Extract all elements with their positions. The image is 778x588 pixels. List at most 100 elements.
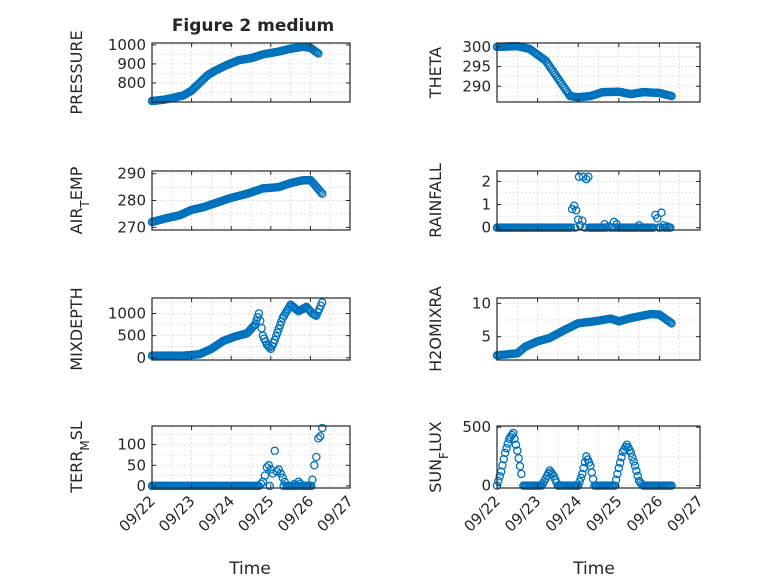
ylabel-theta: THETA bbox=[426, 47, 445, 99]
point-sunflux-16 bbox=[514, 454, 523, 463]
ylabel-main-air-temp: AIR bbox=[67, 208, 86, 235]
point-pressure-124 bbox=[312, 48, 322, 57]
panel-h2omixra: 5 10 H2OMIXRA bbox=[426, 286, 701, 372]
axes-frame-rainfall bbox=[496, 170, 701, 231]
ytick-label-h2omixra-1: 10 bbox=[472, 294, 491, 312]
point-sunflux-97 bbox=[628, 452, 637, 462]
ylabel-rest-air-temp: EMP bbox=[67, 166, 86, 200]
xtick-label-sunflux-1: 09/23 bbox=[501, 492, 544, 535]
ytick-label-mixdepth-2: 1000 bbox=[108, 305, 146, 323]
ytick-label-pressure-0: 800 bbox=[117, 74, 146, 92]
ytick-label-rainfall-2: 2 bbox=[481, 172, 491, 190]
point-terrmsl-116 bbox=[316, 432, 325, 441]
point-rainfall-103 bbox=[571, 206, 581, 215]
point-sunflux-1 bbox=[494, 476, 503, 486]
point-sunflux-86 bbox=[613, 469, 622, 479]
ytick-label-air-temp-0: 270 bbox=[117, 218, 146, 236]
point-mixdepth-126 bbox=[318, 298, 327, 307]
point-sunflux-98 bbox=[629, 457, 638, 466]
point-terrmsl-107 bbox=[278, 473, 287, 482]
point-h2omixra-123 bbox=[665, 318, 675, 327]
point-sunflux-4 bbox=[498, 461, 507, 470]
xtick-label-sunflux-2: 09/24 bbox=[542, 492, 585, 535]
ytick-label-rainfall-0: 0 bbox=[481, 219, 491, 237]
point-rainfall-98 bbox=[661, 223, 671, 232]
xtick-label-sunflux-3: 09/25 bbox=[582, 492, 625, 535]
x-axis-label-right: Time bbox=[572, 559, 615, 579]
point-sunflux-58 bbox=[573, 481, 583, 490]
xtick-label-terrmsl-5: 09/27 bbox=[314, 492, 357, 535]
point-mixdepth-75 bbox=[249, 321, 258, 331]
xtick-label-terrmsl-0: 09/22 bbox=[116, 492, 159, 535]
xtick-label-terrmsl-4: 09/26 bbox=[274, 492, 317, 535]
point-rainfall-114 bbox=[612, 219, 622, 229]
ylabel-air-temp: AIRTEMP bbox=[67, 166, 92, 234]
point-terrmsl-110 bbox=[294, 477, 303, 487]
ytick-label-theta-1: 295 bbox=[462, 58, 491, 76]
point-terrmsl-108 bbox=[280, 477, 289, 487]
ylabel-rest-sunflux: LUX bbox=[426, 421, 445, 452]
point-rainfall-53 bbox=[570, 223, 580, 232]
x-axis-label-left: Time bbox=[228, 559, 271, 579]
point-terrmsl-78 bbox=[265, 481, 275, 491]
point-sunflux-14 bbox=[511, 440, 521, 449]
point-rainfall-106 bbox=[575, 221, 585, 230]
axes-frame-theta bbox=[496, 42, 701, 103]
ylabel-terrmsl: TERRMSL bbox=[67, 421, 92, 494]
xtick-label-terrmsl-1: 09/23 bbox=[155, 492, 198, 535]
point-mixdepth-92 bbox=[271, 332, 281, 341]
ytick-label-terrmsl-0: 0 bbox=[136, 477, 146, 495]
ylabel-rainfall: RAINFALL bbox=[426, 163, 445, 238]
xtick-label-sunflux-0: 09/22 bbox=[461, 492, 504, 535]
ytick-label-sunflux-1: 500 bbox=[462, 418, 491, 436]
point-sunflux-125 bbox=[667, 481, 676, 490]
ytick-label-theta-0: 290 bbox=[462, 77, 491, 95]
point-rainfall-105 bbox=[574, 172, 584, 182]
point-terrmsl-100 bbox=[264, 461, 274, 470]
point-sunflux-12 bbox=[508, 428, 518, 438]
point-sunflux-5 bbox=[499, 454, 509, 464]
point-air-temp-123 bbox=[316, 187, 326, 197]
ytick-label-terrmsl-2: 100 bbox=[117, 436, 146, 454]
point-rainfall-119 bbox=[659, 221, 668, 230]
ytick-label-h2omixra-0: 5 bbox=[481, 328, 491, 346]
point-mixdepth-91 bbox=[270, 335, 280, 345]
point-mixdepth-94 bbox=[274, 324, 283, 334]
point-terrmsl-98 bbox=[260, 471, 270, 480]
chart-title: Figure 2 medium bbox=[172, 16, 334, 36]
point-terrmsl-114 bbox=[312, 452, 321, 462]
point-rainfall-104 bbox=[573, 215, 583, 224]
point-sunflux-15 bbox=[513, 446, 522, 455]
point-terrmsl-115 bbox=[314, 434, 323, 443]
xtick-label-terrmsl-2: 09/24 bbox=[195, 492, 238, 535]
axes-frame-h2omixra bbox=[496, 297, 701, 361]
ytick-label-mixdepth-0: 0 bbox=[136, 349, 146, 367]
point-sunflux-7 bbox=[502, 443, 511, 453]
ylabel-sub-sunflux: F bbox=[437, 452, 451, 459]
point-sunflux-6 bbox=[500, 448, 510, 458]
ylabel-main-terrmsl: TERR bbox=[67, 451, 86, 494]
ylabel-sunflux: SUNFLUX bbox=[426, 421, 451, 493]
ytick-label-terrmsl-1: 50 bbox=[127, 456, 146, 474]
ylabel-sub-terrmsl: M bbox=[78, 440, 92, 450]
point-sunflux-68 bbox=[587, 468, 596, 477]
point-air-temp-124 bbox=[318, 189, 327, 199]
point-rainfall-110 bbox=[584, 172, 593, 182]
xtick-label-sunflux-5: 09/27 bbox=[664, 492, 707, 535]
point-terrmsl-117 bbox=[318, 423, 327, 433]
point-sunflux-2 bbox=[495, 472, 504, 481]
point-rainfall-109 bbox=[582, 174, 591, 184]
point-sunflux-85 bbox=[611, 475, 621, 485]
point-sunflux-87 bbox=[614, 463, 624, 473]
point-sunflux-13 bbox=[510, 434, 519, 444]
point-mixdepth-93 bbox=[273, 328, 282, 337]
axes-frame-sunflux bbox=[496, 425, 701, 489]
ytick-label-sunflux-0: 0 bbox=[481, 477, 491, 495]
ytick-label-rainfall-1: 1 bbox=[481, 196, 491, 214]
ylabel-main-sunflux: SUN bbox=[426, 459, 445, 493]
